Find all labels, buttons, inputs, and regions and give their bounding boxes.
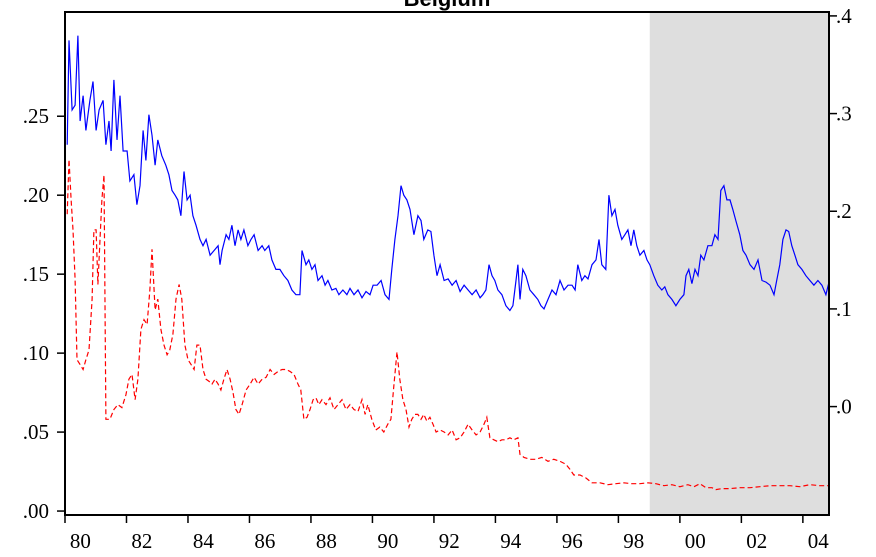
x-tick-label: 04 [808, 529, 830, 553]
y-tick-label: .10 [23, 341, 49, 365]
series-line [66, 35, 830, 312]
y-tick-label: .20 [23, 183, 49, 207]
y-tick-label: .25 [23, 104, 49, 128]
y2-tick-label: .4 [836, 4, 852, 28]
plot-frame [64, 11, 830, 516]
y2-tick-label: .2 [836, 199, 852, 223]
y2-tick-label: .0 [836, 395, 852, 419]
y2-tick-label: .1 [836, 297, 852, 321]
x-tick-label: 80 [70, 529, 91, 553]
y-tick-label: .00 [23, 499, 49, 523]
series-line [66, 159, 829, 491]
shaded-region [649, 12, 829, 515]
x-tick-label: 98 [623, 529, 644, 553]
chart-title: Belgium [404, 0, 491, 11]
y-tick-label: .05 [23, 420, 49, 444]
y2-tick-label: .3 [836, 102, 852, 126]
y-tick-label: .15 [23, 262, 49, 286]
x-tick-label: 84 [193, 529, 215, 553]
x-tick-label: 96 [562, 529, 583, 553]
x-tick-label: 88 [316, 529, 337, 553]
x-tick-label: 94 [500, 529, 522, 553]
x-tick-label: 92 [439, 529, 460, 553]
x-tick-label: 82 [131, 529, 152, 553]
x-tick-label: 86 [254, 529, 275, 553]
x-tick-label: 90 [377, 529, 398, 553]
x-tick-label: 00 [685, 529, 706, 553]
x-tick-label: 02 [746, 529, 767, 553]
